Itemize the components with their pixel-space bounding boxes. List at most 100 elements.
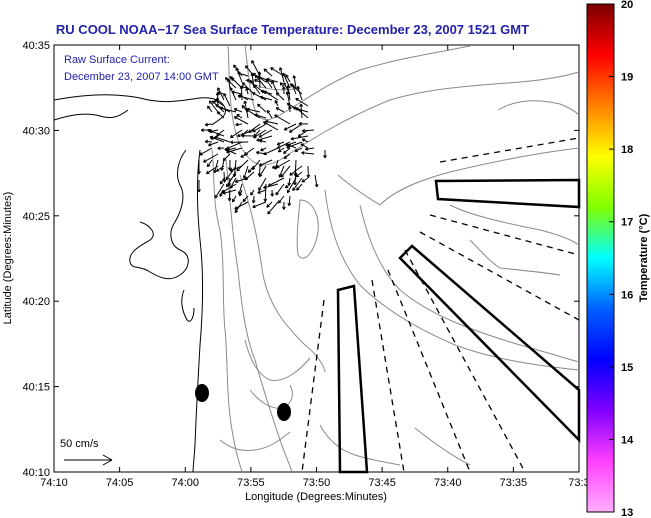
current-vector (219, 106, 237, 113)
current-vector (295, 97, 309, 107)
current-vector (234, 201, 249, 210)
current-vector (286, 85, 291, 101)
current-vector (289, 165, 303, 176)
current-vector (258, 177, 267, 191)
current-vector (242, 165, 249, 179)
current-vector (263, 90, 279, 101)
colorbar (586, 3, 615, 513)
current-vector (241, 133, 255, 138)
current-vector (286, 141, 303, 149)
current-vector (243, 147, 255, 156)
current-vector (271, 80, 279, 95)
colorbar-label: Temperature (°C) (638, 213, 650, 302)
current-vector (242, 195, 249, 203)
current-vector (300, 143, 309, 149)
current-vector (231, 195, 237, 203)
current-vector (207, 105, 213, 113)
y-tick-label: 40:35 (22, 40, 50, 52)
current-vector (267, 177, 285, 187)
box-horizontal (434, 178, 581, 209)
current-vector (263, 68, 273, 77)
surface-current-vectors (197, 60, 327, 215)
current-vector (254, 74, 267, 89)
current-vector (289, 83, 303, 95)
current-vector (286, 177, 297, 194)
current-vector (236, 159, 249, 172)
current-vector (199, 147, 213, 156)
x-tick-label: 73:35 (500, 477, 528, 489)
current-vector (298, 121, 309, 126)
current-vector (275, 159, 291, 169)
annotation-line2: December 23, 2007 14:00 GMT (64, 71, 219, 83)
current-vector (219, 177, 225, 185)
current-vector (225, 165, 237, 181)
x-tick-label: 73:45 (368, 477, 396, 489)
current-vector (266, 77, 279, 83)
current-vector (323, 150, 327, 159)
current-vector (299, 103, 303, 119)
x-axis-label: Longitude (Degrees:Minutes) (245, 491, 387, 503)
current-vector (263, 121, 279, 131)
x-tick-label: 73:3 (568, 477, 589, 489)
current-vector (263, 147, 279, 156)
current-vector (282, 72, 291, 89)
current-vector (225, 171, 237, 188)
current-vector (254, 78, 261, 83)
y-axis-label: Latitude (Degrees:Minutes) (2, 192, 14, 325)
current-vector (250, 189, 255, 196)
current-vector (280, 165, 291, 178)
current-vector (248, 123, 261, 133)
box-diagonal (398, 244, 581, 444)
current-vector (244, 171, 255, 181)
current-vector (296, 183, 303, 191)
current-vector (204, 122, 213, 127)
current-vector (296, 86, 303, 101)
current-vector (290, 135, 309, 141)
current-vector (304, 147, 315, 151)
current-vector (229, 165, 243, 172)
current-vector (295, 171, 303, 178)
current-vector (283, 153, 291, 160)
station-marker-1 (195, 384, 209, 402)
current-vector (203, 153, 219, 163)
scale-label: 50 cm/s (60, 438, 99, 450)
current-vector (200, 128, 213, 133)
colorbar-tick-label: 16 (621, 289, 633, 301)
current-vector (257, 75, 273, 83)
current-vector (306, 165, 311, 178)
y-tick-label: 40:20 (22, 296, 50, 308)
current-vector (209, 135, 225, 143)
current-vector (287, 195, 292, 206)
current-vector (204, 139, 213, 144)
current-vector (216, 165, 225, 172)
y-tick-label: 40:15 (22, 382, 50, 394)
scale-arrow (64, 454, 113, 466)
current-vector (258, 159, 273, 167)
current-vector (282, 201, 286, 210)
current-vector (274, 100, 279, 107)
current-vector (301, 128, 315, 133)
current-vector (275, 107, 285, 113)
x-tick-label: 74:10 (40, 477, 68, 489)
current-vector (252, 92, 267, 101)
current-vector (275, 183, 285, 196)
current-vector (226, 141, 243, 150)
current-vector (197, 160, 201, 175)
colorbar-tick-label: 19 (621, 72, 633, 84)
current-vector (260, 147, 267, 152)
x-tick-label: 74:05 (106, 477, 134, 489)
current-vector (283, 123, 297, 131)
current-vector (217, 87, 225, 101)
current-vector (259, 95, 273, 101)
current-vector (223, 93, 231, 107)
x-tick-label: 73:40 (434, 477, 462, 489)
current-vector (208, 141, 219, 147)
current-vector (275, 92, 285, 101)
current-vector (233, 108, 243, 113)
current-vector (301, 151, 315, 155)
current-vector (257, 189, 267, 194)
current-vector (301, 177, 309, 183)
current-vector (256, 135, 273, 142)
current-vector (244, 108, 261, 119)
current-vector (278, 67, 285, 83)
